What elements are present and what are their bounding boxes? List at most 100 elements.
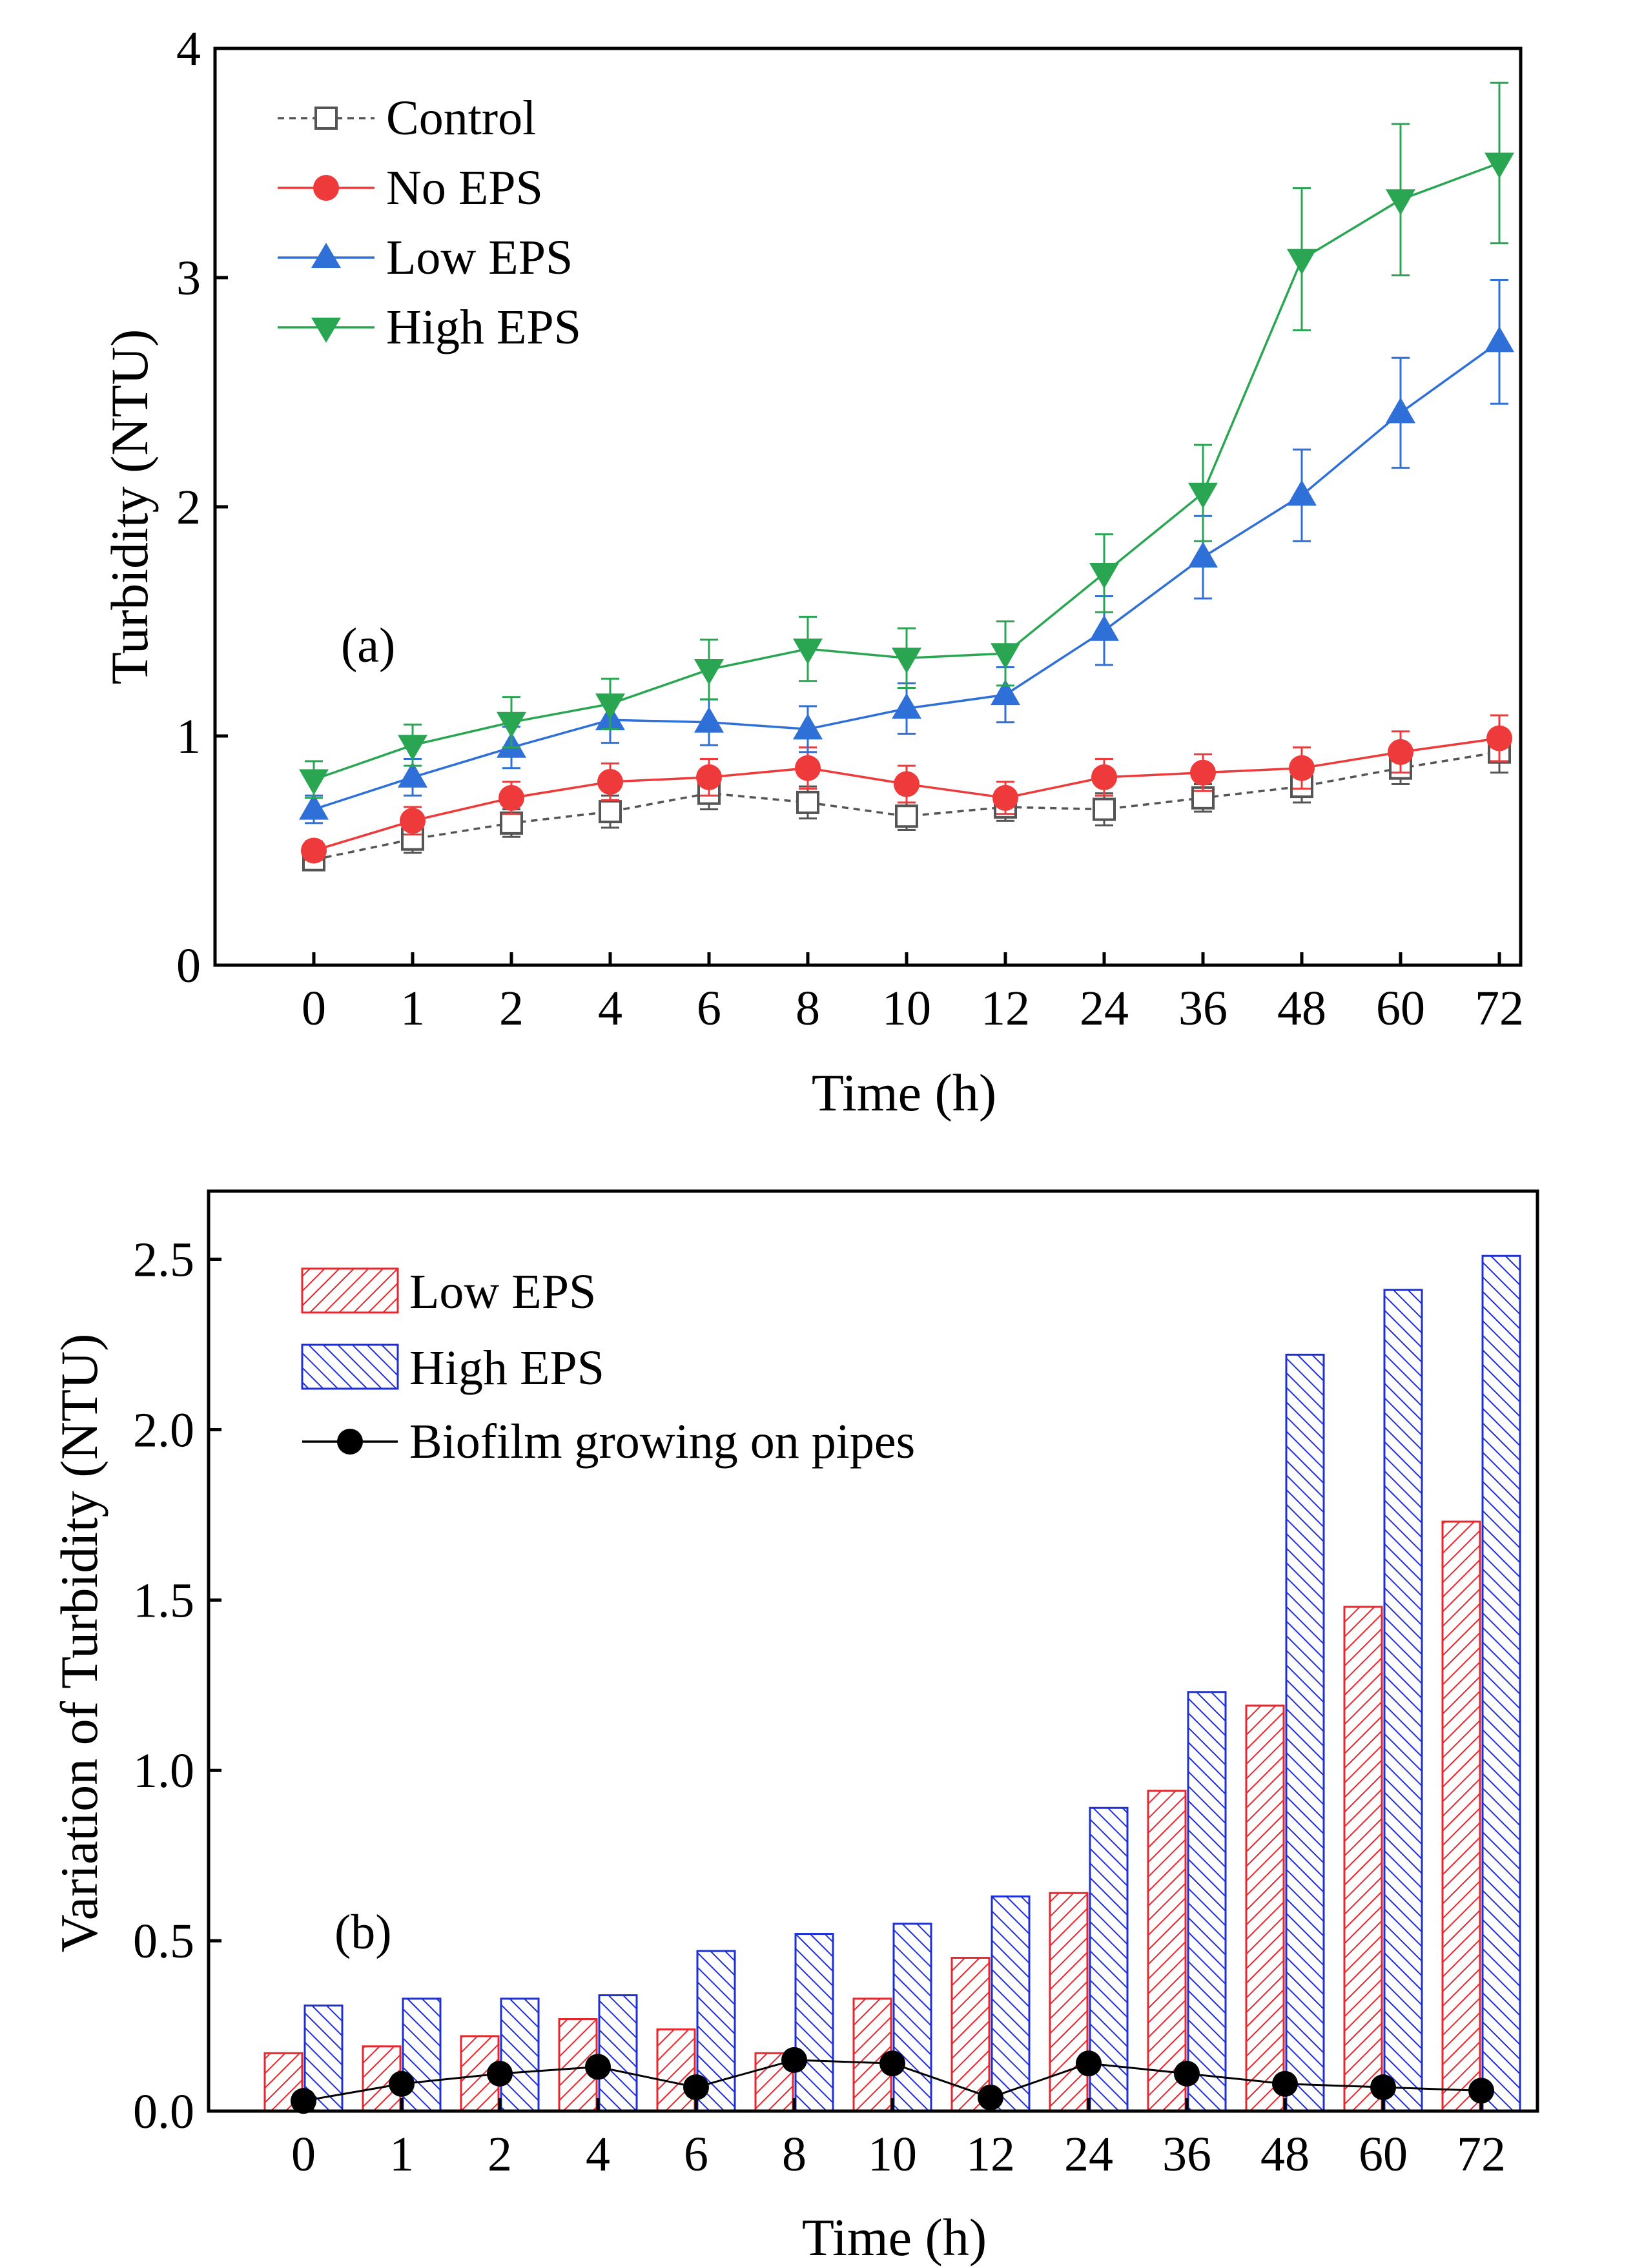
point-high-eps [299,769,329,795]
legend-no-eps-label: No EPS [386,161,543,215]
point-low-eps [299,793,329,820]
point-biofilm [1370,2074,1396,2101]
point-no-eps [400,808,426,834]
legend-no-eps-marker [313,175,339,201]
chart-b-x-tick-label: 48 [1260,2127,1310,2181]
bar-low-eps [950,1957,991,2112]
chart-a-y-tick-label: 1 [176,710,201,764]
legend-item-high-eps: High EPS [278,300,581,354]
point-high-eps [595,693,625,720]
point-low-eps [793,713,823,740]
chart-a-x-tick-label: 10 [882,981,931,1036]
chart-b-panel-label: (b) [334,1905,392,1959]
bar-high-eps [1481,1254,1521,2112]
point-high-eps [1089,562,1119,589]
chart-a-x-tick-label: 60 [1376,981,1425,1036]
point-biofilm [389,2070,415,2097]
point-biofilm [1272,2070,1298,2097]
point-high-eps [694,659,724,686]
point-control [895,804,918,828]
chart-b-y-label: Variation of Turbidity (NTU) [50,1334,108,1953]
point-no-eps [597,769,623,795]
point-no-eps [1190,759,1216,786]
bar-low-eps [1049,1892,1089,2112]
chart-b-y-tick-label: 1.5 [133,1573,194,1628]
legend-control-label: Control [386,91,536,145]
chart-a-x-tick-label: 36 [1178,981,1228,1036]
point-high-eps [398,735,427,761]
chart-b-y-tick-label: 1.0 [133,1744,194,1798]
point-high-eps [892,648,921,674]
point-control [1093,797,1116,821]
legend-high-eps-label: High EPS [386,300,581,354]
legend-item-bar-low-eps: Low EPS [301,1265,596,1319]
point-no-eps [894,771,920,797]
point-no-eps [696,764,722,790]
chart-b-x-tick-label: 1 [389,2127,414,2181]
chart-b-x-tick-label: 72 [1457,2127,1506,2181]
legend-bar-low-eps-label: Low EPS [409,1265,596,1319]
chart-b-x-axis: 0 1 2 4 6 8 10 12 24 36 48 60 72 [291,2098,1506,2181]
point-control [796,790,819,814]
chart-a-x-label: Time (h) [812,1063,996,1122]
point-no-eps [1091,764,1117,790]
chart-b-x-label: Time (h) [802,2208,987,2267]
chart-a-x-tick-label: 72 [1475,981,1524,1036]
legend-bar-high-eps-swatch [301,1343,399,1390]
chart-a-x-tick-label: 0 [302,981,326,1036]
chart-a-y-tick-label: 2 [176,480,201,535]
chart-b-y-axis: 0.0 0.5 1.0 1.5 2.0 2.5 [133,1233,221,2139]
legend-low-eps-marker [311,243,341,268]
chart-a-y-axis: 0 1 2 3 4 [176,22,228,993]
chart-b-x-tick-label: 2 [488,2127,512,2181]
chart-b-x-tick-label: 8 [782,2127,807,2181]
bar-high-eps [892,1923,932,2112]
series-no-eps [301,714,1512,864]
chart-b-x-tick-label: 6 [684,2127,708,2181]
chart-b-x-tick-label: 60 [1359,2127,1408,2181]
chart-a-x-tick-label: 8 [796,981,820,1036]
chart-b-x-tick-label: 0 [291,2127,316,2181]
bar-high-eps [1285,1353,1325,2112]
legend-bar-low-eps-swatch [301,1267,399,1314]
chart-b-x-tick-label: 10 [868,2127,917,2181]
series-high-eps [299,81,1514,799]
legend-control-marker [314,107,338,130]
chart-a-legend: Control No EPS Low EPS High EPS [278,91,581,354]
point-biofilm [879,2050,905,2077]
point-biofilm [1174,2060,1200,2087]
point-biofilm [487,2060,513,2087]
legend-high-eps-marker [311,318,341,343]
point-biofilm [1468,2078,1494,2104]
chart-a-x-tick-label: 12 [981,981,1030,1036]
bar-low-eps [1245,1704,1285,2112]
chart-a-x-tick-label: 24 [1080,981,1129,1036]
bar-low-eps [1343,1606,1383,2112]
point-high-eps [1485,152,1514,179]
point-high-eps [1188,482,1218,509]
legend-low-eps-label: Low EPS [386,230,573,285]
chart-a-x-tick-label: 4 [598,981,622,1036]
point-no-eps [1289,755,1315,781]
chart-a-y-tick-label: 3 [176,251,201,305]
bar-high-eps [500,1997,540,2112]
point-high-eps [1386,189,1415,216]
point-no-eps [1388,739,1413,765]
point-low-eps [694,706,724,733]
chart-a-y-label: Turbidity (NTU) [100,329,159,685]
chart-b-x-tick-label: 36 [1162,2127,1211,2181]
chart-a-x-tick-label: 6 [697,981,721,1036]
point-biofilm [978,2084,1003,2110]
chart-a-series [299,81,1514,872]
point-no-eps [498,784,524,811]
point-no-eps [1486,725,1512,751]
chart-a-panel-label: (a) [341,618,395,673]
chart-a-x-tick-label: 1 [400,981,425,1036]
point-low-eps [1188,542,1218,568]
point-low-eps [1485,326,1514,352]
point-control [500,811,523,835]
legend-biofilm-marker [337,1429,363,1455]
point-no-eps [992,784,1018,811]
legend-item-control: Control [278,91,536,145]
